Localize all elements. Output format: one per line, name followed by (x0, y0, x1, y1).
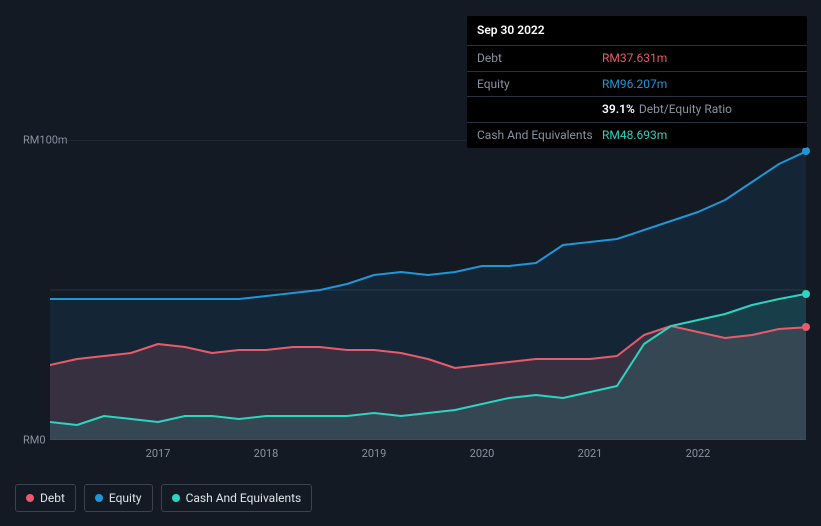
tooltip-row-value: RM37.631m (602, 50, 797, 67)
legend-label: Equity (109, 491, 142, 505)
tooltip-row: 39.1%Debt/Equity Ratio (467, 97, 807, 123)
data-tooltip: Sep 30 2022 DebtRM37.631mEquityRM96.207m… (467, 16, 807, 148)
tooltip-row-label (477, 101, 602, 118)
tooltip-row: EquityRM96.207m (467, 72, 807, 98)
x-axis-label: 2018 (254, 447, 279, 460)
legend-label: Cash And Equivalents (186, 491, 302, 505)
x-axis-label: 2022 (686, 447, 711, 460)
series-end-marker (802, 290, 810, 298)
series-end-marker (802, 147, 810, 155)
x-axis-label: 2019 (362, 447, 387, 460)
tooltip-row: Cash And EquivalentsRM48.693m (467, 123, 807, 148)
tooltip-row-value: RM96.207m (602, 76, 797, 93)
chart-plot[interactable] (50, 140, 806, 440)
legend-item[interactable]: Equity (84, 484, 153, 512)
chart-area: RM100mRM0 201720182019202020212022 (15, 125, 806, 470)
y-axis-label: RM0 (23, 434, 46, 447)
tooltip-row: DebtRM37.631m (467, 46, 807, 72)
chart-svg (50, 140, 806, 440)
legend-dot-icon (26, 494, 34, 502)
tooltip-row-label: Cash And Equivalents (477, 127, 602, 144)
chart-legend: Debt Equity Cash And Equivalents (15, 484, 312, 512)
x-axis-label: 2020 (470, 447, 495, 460)
x-axis: 2017 2018 2019 2020 2021 2022 (50, 447, 806, 467)
legend-label: Debt (40, 491, 65, 505)
tooltip-row-label: Equity (477, 76, 602, 93)
series-end-marker (802, 323, 810, 331)
tooltip-row-label: Debt (477, 50, 602, 67)
tooltip-row-value: 39.1%Debt/Equity Ratio (602, 101, 797, 118)
legend-dot-icon (172, 494, 180, 502)
x-axis-label: 2021 (578, 447, 603, 460)
legend-item[interactable]: Debt (15, 484, 76, 512)
tooltip-row-value: RM48.693m (602, 127, 797, 144)
legend-item[interactable]: Cash And Equivalents (161, 484, 313, 512)
x-axis-label: 2017 (146, 447, 171, 460)
legend-dot-icon (95, 494, 103, 502)
tooltip-date: Sep 30 2022 (467, 16, 807, 46)
